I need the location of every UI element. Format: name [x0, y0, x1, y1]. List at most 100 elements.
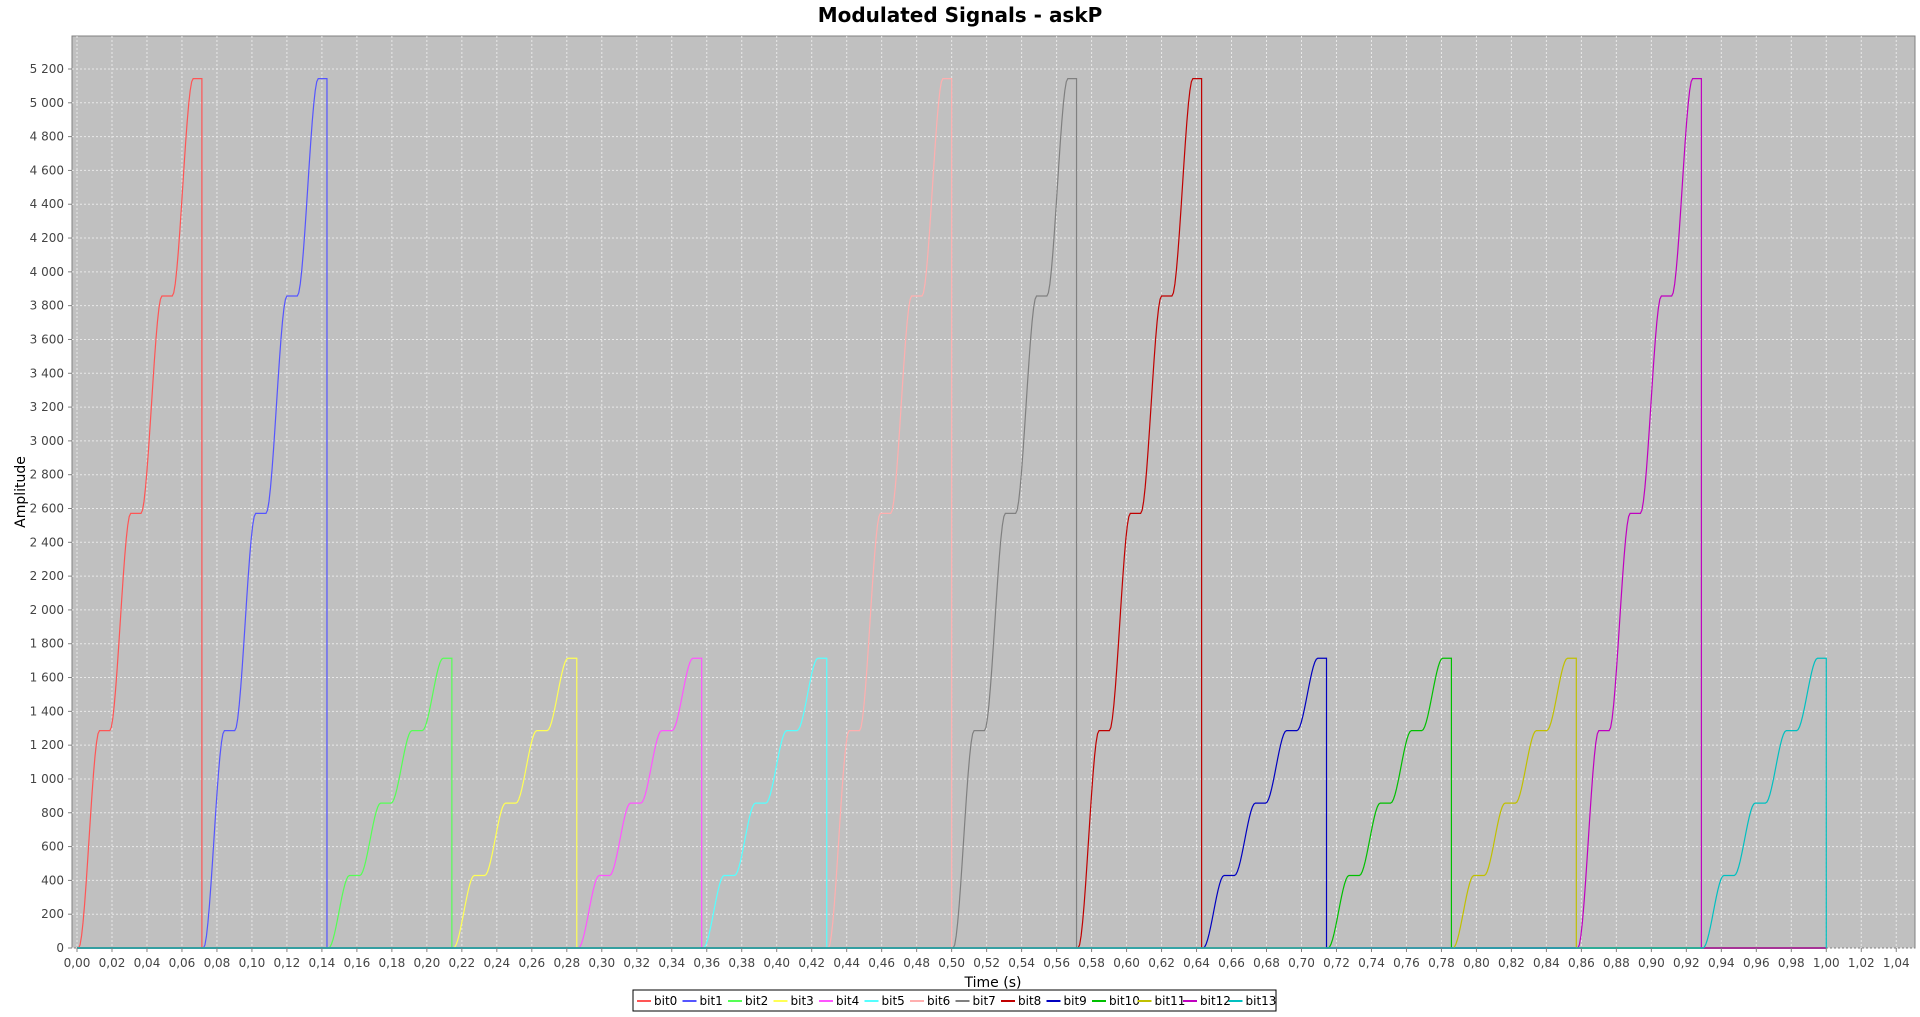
x-tick-label: 0,24: [483, 956, 510, 970]
y-tick-label: 800: [41, 806, 64, 820]
y-tick-label: 4 800: [30, 130, 64, 144]
legend-label: bit6: [927, 994, 950, 1008]
y-tick-label: 3 600: [30, 332, 64, 346]
x-tick-label: 1,02: [1848, 956, 1875, 970]
x-tick-label: 0,74: [1358, 956, 1385, 970]
y-tick-label: 200: [41, 907, 64, 921]
legend-label: bit0: [654, 994, 677, 1008]
x-tick-label: 0,44: [833, 956, 860, 970]
y-tick-label: 1 000: [30, 772, 64, 786]
x-tick-label: 0,10: [239, 956, 266, 970]
y-tick-label: 2 800: [30, 468, 64, 482]
series-line-bit0: [77, 78, 1827, 949]
series-layer: [77, 78, 1827, 949]
x-tick-label: 0,94: [1708, 956, 1735, 970]
y-tick-label: 2 200: [30, 569, 64, 583]
y-tick-label: 5 200: [30, 62, 64, 76]
series-line-bit11: [77, 657, 1827, 949]
y-tick-label: 3 200: [30, 400, 64, 414]
legend-label: bit3: [791, 994, 814, 1008]
plot-area: [71, 35, 1916, 949]
series-line-bit7: [77, 78, 1827, 949]
legend-label: bit1: [700, 994, 723, 1008]
series-line-bit4: [77, 657, 1827, 949]
x-tick-label: 1,00: [1813, 956, 1840, 970]
x-tick-label: 0,42: [798, 956, 825, 970]
series-line-bit13: [77, 657, 1827, 949]
x-tick-label: 0,20: [413, 956, 440, 970]
x-tick-label: 0,02: [99, 956, 126, 970]
y-axis: 0 200 400 600 800 1 000 1 200 1 400 1 600 1 800 2 …: [30, 62, 72, 955]
x-tick-label: 0,92: [1673, 956, 1700, 970]
legend-label: bit9: [1064, 994, 1087, 1008]
series-line-bit2: [77, 657, 1827, 949]
y-tick-label: 3 000: [30, 434, 64, 448]
x-tick-label: 0,58: [1078, 956, 1105, 970]
y-tick-label: 4 400: [30, 197, 64, 211]
series-line-bit9: [77, 657, 1827, 949]
x-tick-label: 0,30: [588, 956, 615, 970]
x-tick-label: 0,06: [169, 956, 196, 970]
x-tick-label: 0,72: [1323, 956, 1350, 970]
series-line-bit3: [77, 657, 1827, 949]
x-axis-label: Time (s): [964, 975, 1022, 991]
x-tick-label: 0,88: [1603, 956, 1630, 970]
y-tick-label: 2 400: [30, 535, 64, 549]
legend-label: bit2: [745, 994, 768, 1008]
legend-box: [632, 989, 1277, 1012]
series-line-bit10: [77, 657, 1827, 949]
x-tick-label: 0,00: [64, 956, 91, 970]
y-tick-label: 2 600: [30, 502, 64, 516]
legend-label: bit4: [836, 994, 859, 1008]
y-tick-label: 1 600: [30, 671, 64, 685]
legend: bit0 bit1 bit2 bit3 bit4 bit5 bit6 bit7 bit8 bit9…: [632, 989, 1277, 1012]
x-tick-label: 0,60: [1113, 956, 1140, 970]
legend-label: bit5: [882, 994, 905, 1008]
y-tick-label: 1 200: [30, 738, 64, 752]
x-tick-label: 0,64: [1183, 956, 1210, 970]
series-line-bit6: [77, 78, 1827, 949]
y-tick-label: 4 000: [30, 265, 64, 279]
series-line-bit8: [77, 78, 1827, 949]
x-tick-label: 0,26: [518, 956, 545, 970]
x-tick-label: 0,04: [134, 956, 161, 970]
y-tick-label: 4 200: [30, 231, 64, 245]
x-tick-label: 0,08: [204, 956, 231, 970]
series-line-bit12: [77, 78, 1827, 949]
x-tick-label: 0,86: [1568, 956, 1595, 970]
x-tick-label: 0,14: [309, 956, 336, 970]
chart-title: Modulated Signals - askP: [818, 3, 1103, 27]
y-tick-label: 3 800: [30, 299, 64, 313]
y-tick-label: 600: [41, 840, 64, 854]
x-tick-label: 0,46: [868, 956, 895, 970]
x-tick-label: 0,12: [274, 956, 301, 970]
x-axis: 0,00 0,02 0,04 0,06 0,08 0,10 0,12 0,14 0,16 0,18…: [64, 948, 1910, 970]
x-tick-label: 0,80: [1463, 956, 1490, 970]
x-tick-label: 0,68: [1253, 956, 1280, 970]
x-tick-label: 0,96: [1743, 956, 1770, 970]
series-line-bit1: [77, 78, 1827, 949]
y-tick-label: 1 400: [30, 704, 64, 718]
x-tick-label: 0,66: [1218, 956, 1245, 970]
x-tick-label: 0,76: [1393, 956, 1420, 970]
legend-label: bit7: [973, 994, 996, 1008]
x-tick-label: 0,50: [938, 956, 965, 970]
x-tick-label: 0,78: [1428, 956, 1455, 970]
x-tick-label: 0,54: [1008, 956, 1035, 970]
x-tick-label: 0,40: [763, 956, 790, 970]
y-tick-label: 400: [41, 873, 64, 887]
series-line-bit5: [77, 657, 1827, 949]
legend-label: bit8: [1018, 994, 1041, 1008]
y-tick-label: 3 400: [30, 366, 64, 380]
y-tick-label: 1 800: [30, 637, 64, 651]
legend-label: bit11: [1155, 994, 1186, 1008]
y-tick-label: 2 000: [30, 603, 64, 617]
legend-label: bit12: [1200, 994, 1231, 1008]
x-tick-label: 0,32: [623, 956, 650, 970]
x-tick-label: 0,16: [344, 956, 371, 970]
x-tick-label: 0,98: [1778, 956, 1805, 970]
y-tick-label: 4 600: [30, 163, 64, 177]
x-tick-label: 0,38: [728, 956, 755, 970]
y-tick-label: 5 000: [30, 96, 64, 110]
legend-label: bit13: [1246, 994, 1277, 1008]
